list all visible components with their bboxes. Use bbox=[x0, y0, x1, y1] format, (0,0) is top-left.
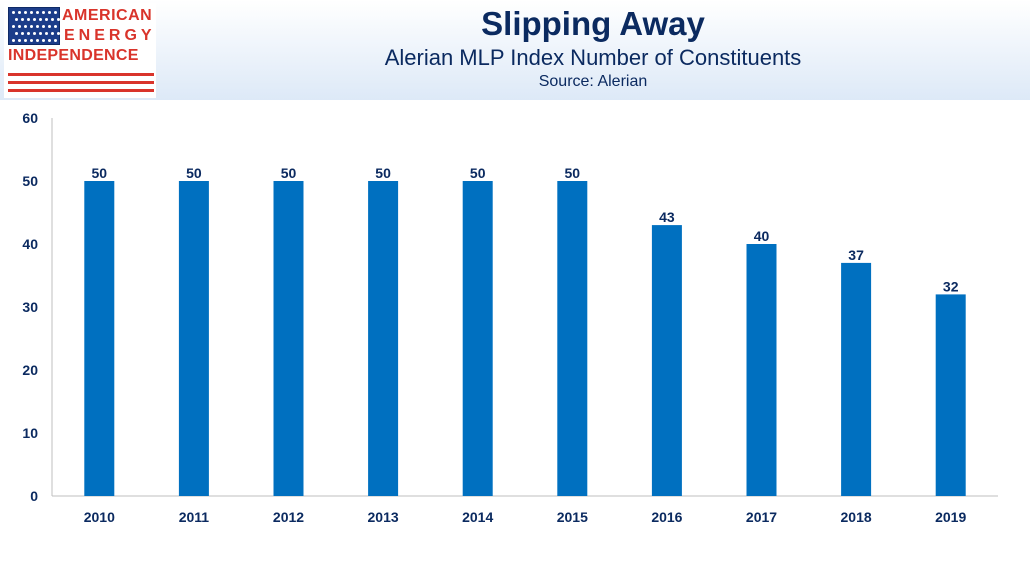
logo-line-3: INDEPENDENCE bbox=[8, 47, 139, 64]
y-tick-label: 40 bbox=[22, 236, 38, 252]
logo-line-1: AMERICAN bbox=[62, 7, 153, 24]
y-tick-label: 60 bbox=[22, 110, 38, 126]
y-tick-label: 10 bbox=[22, 425, 38, 441]
logo-stripe bbox=[8, 73, 154, 76]
x-tick-label: 2019 bbox=[935, 509, 966, 525]
bar bbox=[368, 181, 399, 496]
bar bbox=[178, 181, 209, 496]
bar bbox=[462, 181, 493, 496]
data-label: 50 bbox=[281, 165, 297, 181]
data-label: 50 bbox=[186, 165, 202, 181]
logo-line-2: ENERGY bbox=[64, 27, 156, 44]
data-label: 43 bbox=[659, 209, 675, 225]
data-label: 50 bbox=[470, 165, 486, 181]
data-label: 50 bbox=[565, 165, 581, 181]
y-tick-label: 50 bbox=[22, 173, 38, 189]
header-band bbox=[0, 0, 1030, 100]
data-label: 50 bbox=[375, 165, 391, 181]
y-tick-label: 0 bbox=[30, 488, 38, 504]
bar bbox=[557, 181, 588, 496]
x-tick-label: 2016 bbox=[651, 509, 682, 525]
x-tick-label: 2012 bbox=[273, 509, 304, 525]
chart-title: Slipping Away bbox=[481, 5, 705, 42]
data-label: 50 bbox=[92, 165, 108, 181]
data-label: 32 bbox=[943, 278, 959, 294]
bar bbox=[651, 225, 682, 496]
bar bbox=[841, 262, 872, 496]
chart-subtitle: Alerian MLP Index Number of Constituents bbox=[384, 45, 802, 70]
data-label: 37 bbox=[848, 247, 864, 263]
logo-stripe bbox=[8, 81, 154, 84]
bar bbox=[746, 244, 777, 496]
bar bbox=[273, 181, 304, 496]
x-tick-label: 2018 bbox=[841, 509, 872, 525]
logo-stripe bbox=[8, 89, 154, 92]
company-logo: AMERICAN ENERGY INDEPENDENCE bbox=[4, 3, 156, 98]
x-tick-label: 2015 bbox=[557, 509, 588, 525]
bar bbox=[935, 294, 966, 496]
y-tick-label: 30 bbox=[22, 299, 38, 315]
x-tick-label: 2013 bbox=[368, 509, 399, 525]
x-tick-label: 2011 bbox=[179, 509, 210, 525]
x-tick-label: 2014 bbox=[462, 509, 493, 525]
us-flag-icon bbox=[8, 7, 60, 45]
x-tick-label: 2010 bbox=[84, 509, 115, 525]
x-tick-label: 2017 bbox=[746, 509, 777, 525]
data-label: 40 bbox=[754, 228, 770, 244]
y-tick-label: 20 bbox=[22, 362, 38, 378]
bar bbox=[84, 181, 115, 496]
chart-source: Source: Alerian bbox=[538, 73, 648, 90]
